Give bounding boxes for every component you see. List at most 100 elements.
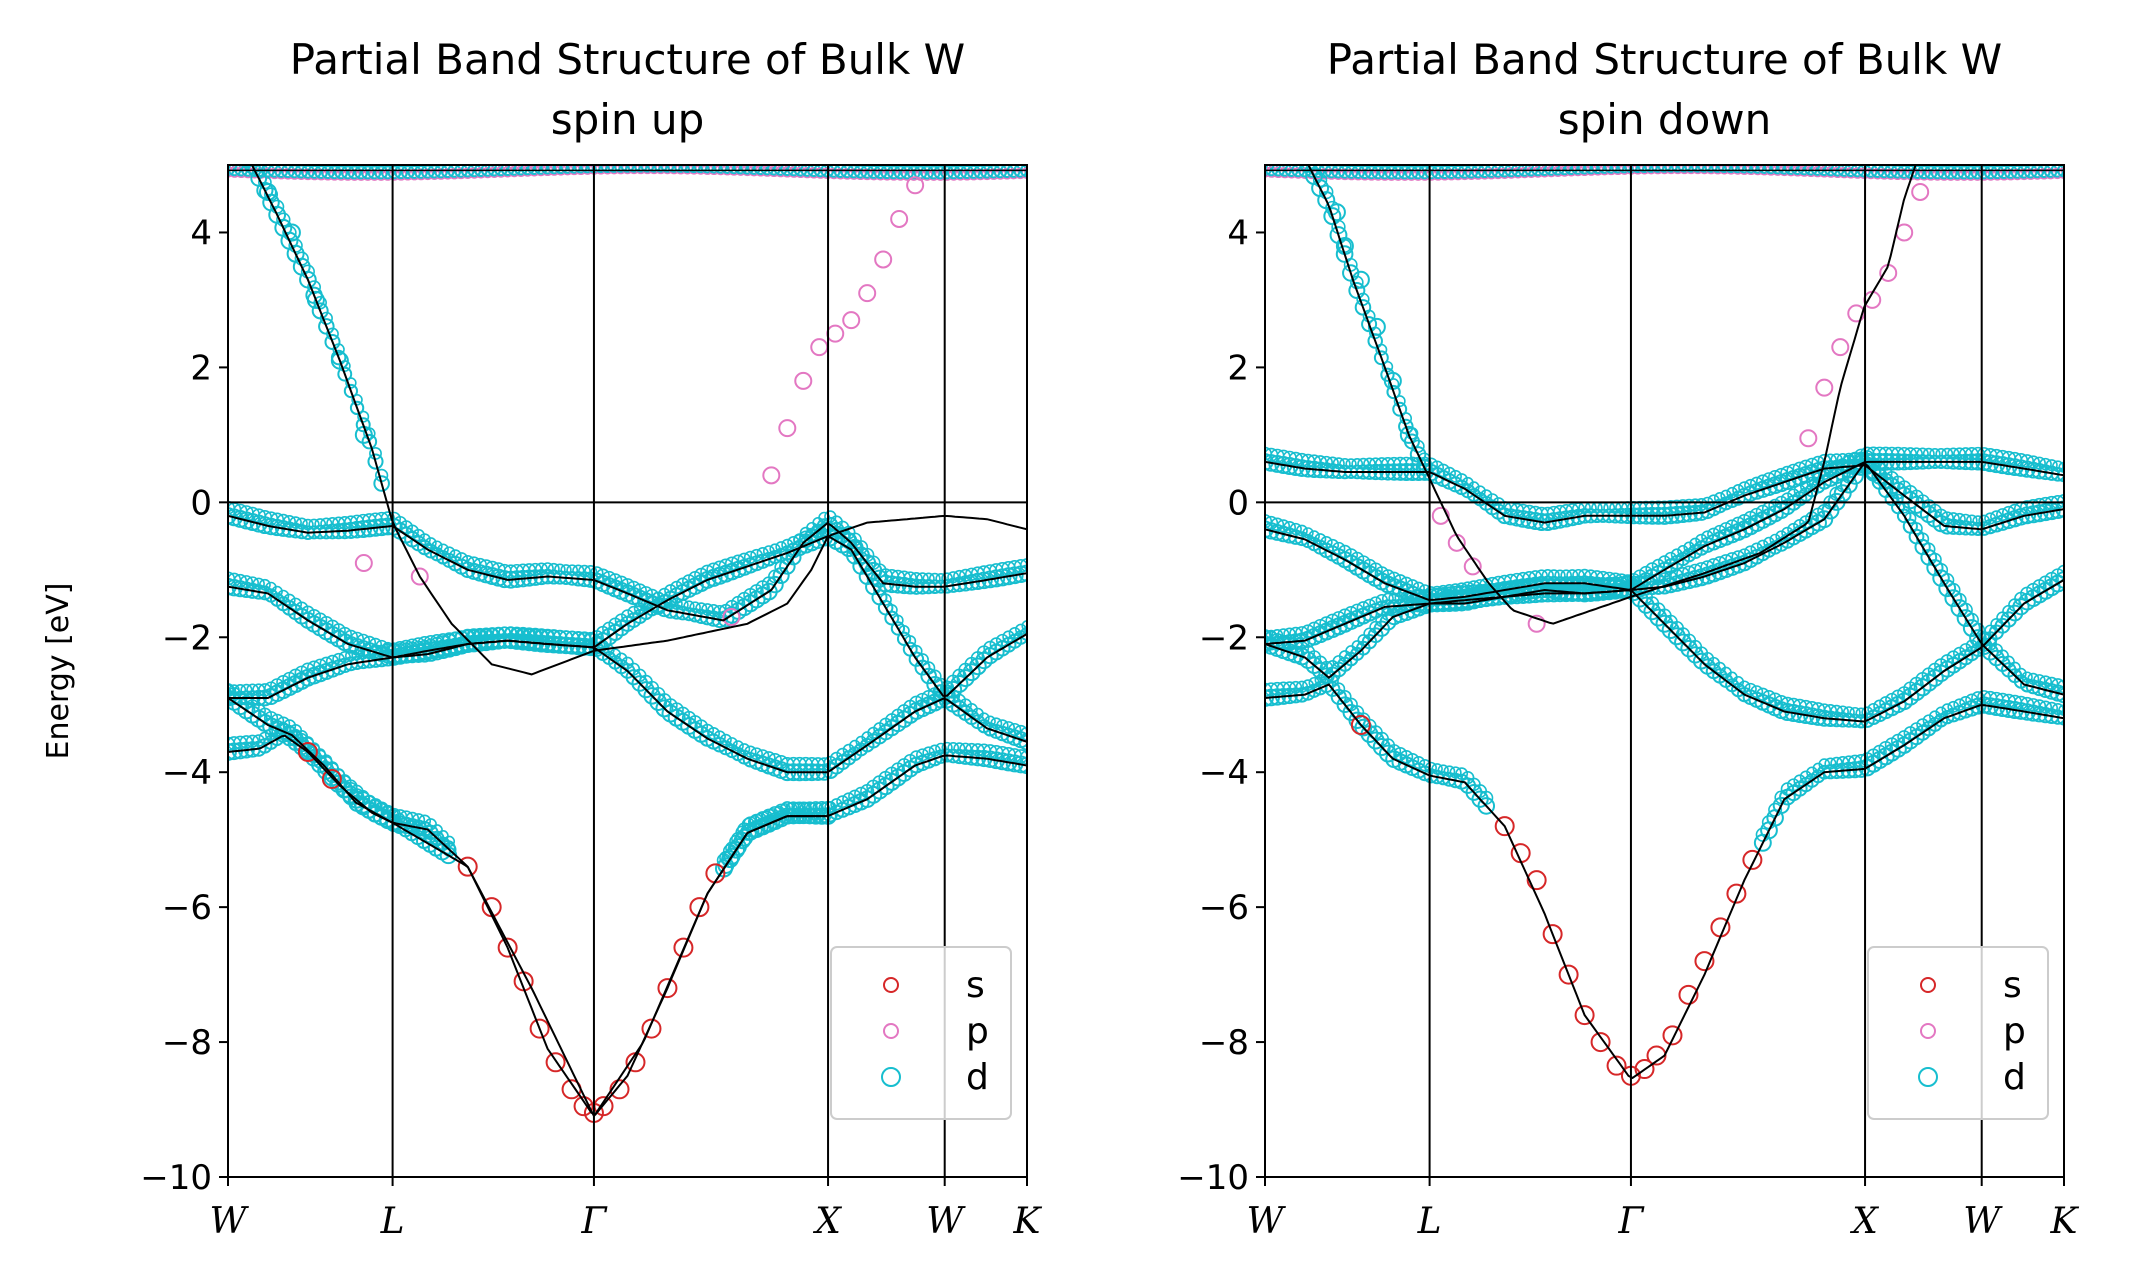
d-marker	[374, 802, 388, 816]
d-marker	[431, 824, 443, 836]
kpoint-label: X	[1849, 1201, 1879, 1242]
d-marker	[1284, 131, 1295, 142]
d-marker	[1901, 687, 1920, 706]
d-marker	[2058, 704, 2064, 716]
d-marker	[1738, 680, 1751, 693]
d-marker	[1907, 683, 1926, 702]
d-marker	[1610, 165, 1625, 174]
d-marker	[1854, 754, 1869, 769]
y-tick-label: −8	[1199, 1023, 1249, 1063]
d-marker	[1259, 119, 1271, 131]
d-marker	[1437, 764, 1449, 776]
d-marker	[527, 165, 542, 176]
d-marker	[1956, 609, 1975, 628]
d-marker	[1810, 165, 1825, 176]
s-marker	[641, 1018, 662, 1039]
axes-frame	[227, 164, 1028, 1178]
d-marker	[1296, 141, 1308, 153]
s-marker	[1606, 1055, 1627, 1076]
band-line	[1265, 579, 2064, 723]
kpoint-label: Γ	[580, 1201, 608, 1242]
d-marker	[854, 551, 869, 566]
band-line	[250, 165, 1027, 676]
d-marker	[1271, 165, 1286, 177]
d-marker	[1712, 498, 1728, 514]
d-marker	[1926, 559, 1944, 577]
d-marker	[223, 132, 233, 142]
d-marker	[400, 165, 415, 180]
p-marker	[826, 324, 845, 343]
d-marker	[1930, 165, 1945, 180]
d-marker	[357, 410, 370, 423]
d-marker	[387, 165, 402, 180]
y-tick-label: 2	[190, 348, 212, 388]
d-marker	[441, 840, 456, 855]
d-marker	[1977, 165, 1992, 180]
d-marker	[962, 663, 981, 682]
d-marker	[418, 533, 431, 546]
d-marker	[567, 165, 582, 174]
d-marker	[2015, 667, 2027, 680]
y-axis-label: Energy [eV]	[41, 583, 76, 760]
legend-label-s: s	[966, 965, 985, 1006]
y-tick-label: 4	[190, 213, 212, 253]
p-marker	[890, 209, 909, 228]
d-marker	[956, 669, 975, 688]
y-tick-label: −10	[1177, 1158, 1249, 1198]
d-marker	[1417, 165, 1432, 180]
d-marker	[732, 740, 744, 752]
d-marker	[437, 543, 449, 556]
d-marker	[2021, 671, 2033, 683]
s-marker	[689, 897, 710, 918]
d-marker	[1384, 165, 1399, 180]
kpoint-label: L	[380, 1201, 405, 1242]
d-marker	[1584, 165, 1599, 175]
chart-subtitle: spin up	[551, 95, 704, 144]
legend-label-s: s	[2003, 965, 2022, 1006]
d-marker	[1265, 123, 1278, 136]
d-marker	[1938, 579, 1957, 598]
y-tick-label: −8	[162, 1023, 212, 1063]
d-marker	[1301, 624, 1315, 639]
band-line	[228, 514, 1027, 622]
d-marker	[1550, 165, 1565, 176]
d-marker	[2056, 710, 2064, 726]
p-marker	[1527, 614, 1546, 633]
s-marker	[1350, 714, 1371, 735]
p-marker	[810, 338, 829, 357]
d-marker	[1717, 165, 1732, 174]
d-marker	[906, 165, 921, 180]
kpoint-label: K	[1013, 1201, 1043, 1242]
p-marker	[874, 250, 893, 269]
s-marker	[297, 741, 318, 762]
p-marker	[1815, 378, 1834, 397]
d-marker	[1839, 475, 1858, 494]
d-marker	[1351, 458, 1364, 470]
d-marker	[959, 698, 972, 712]
p-marker	[858, 284, 877, 303]
d-marker	[1830, 165, 1845, 177]
d-marker	[1577, 165, 1592, 175]
d-marker	[727, 165, 742, 175]
d-marker	[786, 165, 801, 177]
d-marker	[886, 165, 901, 180]
d-marker	[649, 693, 668, 712]
d-marker	[896, 631, 912, 646]
d-marker	[884, 610, 900, 626]
d-marker	[341, 785, 360, 804]
chart-title: Partial Band Structure of Bulk W	[290, 35, 965, 84]
d-marker	[733, 165, 748, 175]
d-marker	[953, 165, 968, 180]
d-marker	[1437, 165, 1452, 180]
legend-marker-s	[883, 977, 899, 993]
d-marker	[700, 723, 715, 738]
d-marker	[1411, 165, 1426, 180]
d-marker	[533, 165, 548, 175]
d-marker	[946, 165, 961, 180]
d-marker	[329, 774, 348, 793]
d-marker	[335, 780, 354, 799]
kpoint-label: W	[209, 1201, 249, 1242]
d-marker	[713, 165, 728, 174]
d-marker	[1265, 165, 1272, 177]
y-tick-label: −4	[162, 753, 212, 793]
